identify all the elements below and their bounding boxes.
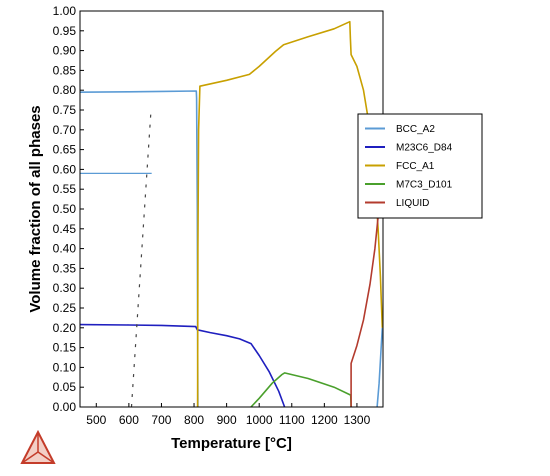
x-tick-label: 1000 xyxy=(246,413,273,427)
y-tick-label: 0.25 xyxy=(53,301,77,315)
y-tick-label: 0.80 xyxy=(53,83,77,97)
y-tick-label: 0.70 xyxy=(53,123,77,137)
x-tick-label: 900 xyxy=(217,413,237,427)
legend-entry-liquid: LIQUID xyxy=(396,198,429,209)
legend-entry-bcc-a2: BCC_A2 xyxy=(396,124,435,135)
y-tick-label: 0.75 xyxy=(53,103,77,117)
decoration-layer xyxy=(80,109,152,408)
series-line-m7c3-d101-4 xyxy=(250,372,352,408)
y-tick-label: 0.10 xyxy=(53,360,77,374)
x-tick-label: 700 xyxy=(151,413,171,427)
series-layer xyxy=(79,20,384,408)
dashed-guide-line xyxy=(130,109,152,408)
y-tick-label: 0.95 xyxy=(53,24,77,38)
x-tick-label: 800 xyxy=(184,413,204,427)
y-tick-label: 0.05 xyxy=(53,380,77,394)
y-tick-label: 0.50 xyxy=(53,202,77,216)
y-tick-label: 0.20 xyxy=(53,321,77,335)
y-tick-label: 0.15 xyxy=(53,341,77,355)
x-tick-label: 1200 xyxy=(311,413,338,427)
y-tick-label: 0.60 xyxy=(53,162,77,176)
y-tick-label: 0.00 xyxy=(53,400,77,414)
y-tick-label: 0.30 xyxy=(53,281,77,295)
series-line-bcc-a2-0 xyxy=(79,90,199,408)
x-axis-ticks: 500 600 700 800 900 1000 1100 1200 1300 xyxy=(86,403,371,427)
y-tick-label: 0.65 xyxy=(53,143,77,157)
y-tick-label: 0.35 xyxy=(53,261,77,275)
series-line-fcc-a1-3 xyxy=(196,20,384,408)
y-axis-ticks: 0.00 0.05 0.10 0.15 0.20 0.25 0.30 0.35 0.40 0.45… xyxy=(53,4,84,414)
series-line-m23c6-d84-2 xyxy=(79,323,286,408)
y-tick-label: 0.55 xyxy=(53,182,77,196)
plot-frame xyxy=(79,10,384,408)
thermo-calc-logo-icon xyxy=(20,429,56,464)
series-line-bcc-a2-1 xyxy=(376,327,384,408)
x-tick-label: 1300 xyxy=(344,413,371,427)
y-axis-label: Volume fraction of all phases xyxy=(27,105,44,312)
legend-entry-fcc-a1: FCC_A1 xyxy=(396,161,435,172)
y-tick-label: 0.90 xyxy=(53,44,77,58)
x-axis-label: Temperature [°C] xyxy=(171,435,292,452)
x-tick-label: 1100 xyxy=(279,413,305,427)
y-tick-label: 0.40 xyxy=(53,242,77,256)
legend-entry-m23c6-d84: M23C6_D84 xyxy=(396,143,453,154)
y-tick-label: 0.45 xyxy=(53,222,77,236)
y-tick-label: 1.00 xyxy=(53,4,77,18)
x-tick-label: 500 xyxy=(86,413,106,427)
y-tick-label: 0.85 xyxy=(53,63,77,77)
x-tick-label: 600 xyxy=(119,413,139,427)
legend-entry-m7c3-d101: M7C3_D101 xyxy=(396,180,453,191)
legend: BCC_A2 M23C6_D84 FCC_A1 M7C3_D101 LIQUID xyxy=(357,113,483,219)
